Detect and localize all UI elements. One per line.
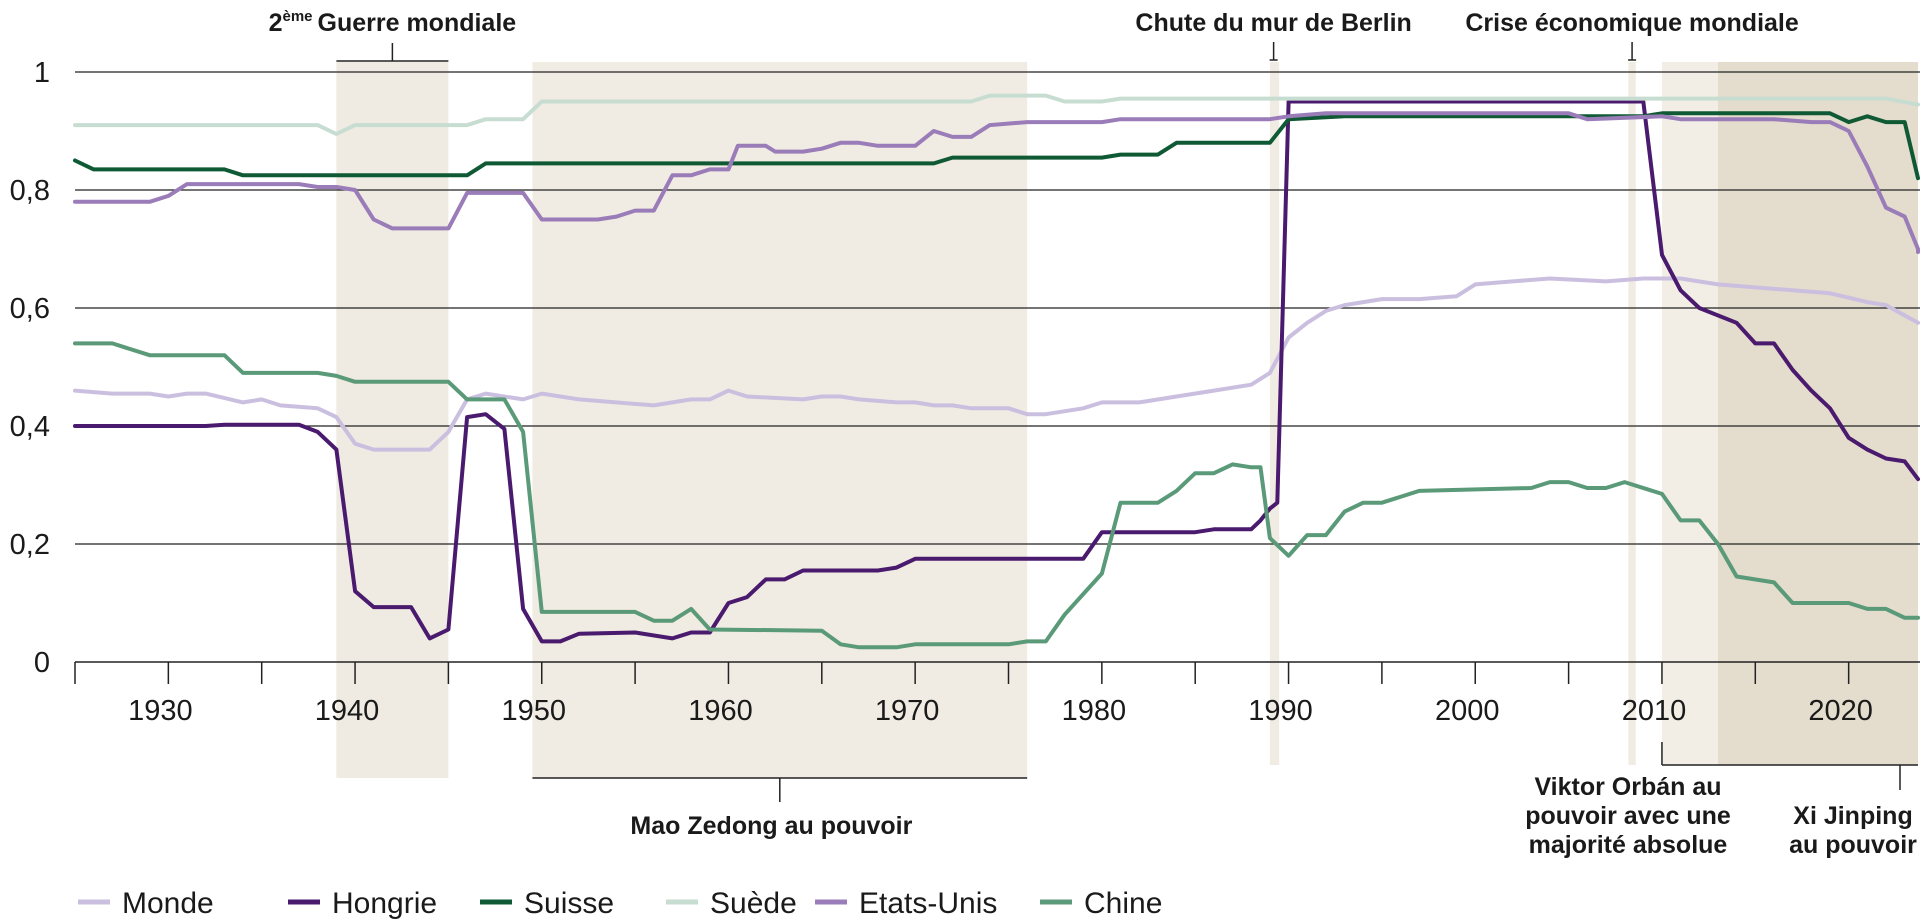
x-tick-label: 1990 — [1248, 695, 1313, 727]
x-tick-label: 1970 — [875, 695, 940, 727]
series-line-etats-unis — [73, 111, 1920, 254]
legend-label: Monde — [122, 887, 214, 920]
legend-item-suisse: Suisse — [480, 887, 614, 920]
period-band-guerre-mondiale — [336, 62, 449, 778]
period-band-mao-zedong-au-pouvoir — [532, 62, 1028, 778]
legend-item-hongrie: Hongrie — [288, 887, 437, 920]
series-lines — [73, 93, 1920, 650]
annotation-orban-line: pouvoir avec une — [1525, 802, 1731, 830]
x-tick-label: 2020 — [1808, 695, 1873, 727]
period-band-xi-jinping-au-pouvoir — [1717, 62, 1918, 765]
x-tick-label: 1940 — [315, 695, 380, 727]
legend-label: Chine — [1084, 887, 1162, 920]
y-tick-label: 0,2 — [10, 529, 50, 561]
legend-item-etats-unis: Etats-Unis — [815, 887, 997, 920]
y-tick-label: 0,4 — [10, 411, 50, 443]
period-bands — [336, 62, 1918, 778]
series-line-chine — [73, 341, 1920, 650]
legend-label: Etats-Unis — [859, 887, 997, 920]
x-tick-label: 1980 — [1062, 695, 1127, 727]
annotation-orban-line: majorité absolue — [1529, 831, 1728, 859]
annotation-wwii: 2ème Guerre mondiale — [269, 8, 517, 37]
legend-label: Suisse — [524, 887, 614, 920]
period-annotations: 2ème Guerre mondiale Mao Zedong au pouvoir… — [269, 8, 1918, 859]
series-line-hongrie — [73, 99, 1920, 644]
period-band-chute-du-mur-de-berlin — [1269, 62, 1280, 765]
y-gridlines — [75, 71, 1920, 545]
legend-item-chine: Chine — [1040, 887, 1162, 920]
x-axis: 1930 1940 1950 1960 1970 1980 1990 2000 2010 2020 — [74, 661, 1920, 727]
y-tick-label: 0 — [34, 647, 50, 679]
series-line-suede — [73, 93, 1920, 136]
annotation-berlin: Chute du mur de Berlin — [1135, 9, 1411, 37]
x-tick-label: 2000 — [1435, 695, 1500, 727]
y-tick-labels: 0 0,2 0,4 0,6 0,8 1 — [10, 57, 50, 679]
legend-label: Hongrie — [332, 887, 437, 920]
y-tick-label: 1 — [34, 57, 50, 89]
annotation-crise: Crise économique mondiale — [1465, 9, 1799, 37]
annotation-xi-line: Xi Jinping — [1793, 802, 1912, 830]
series-line-suisse — [73, 111, 1920, 181]
legend-item-monde: Monde — [78, 887, 214, 920]
y-tick-label: 0,8 — [10, 175, 50, 207]
legend-item-suede: Suède — [666, 887, 797, 920]
legend-label: Suède — [710, 887, 797, 920]
x-tick-label: 2010 — [1622, 695, 1687, 727]
annotation-orban-line: Viktor Orbán au — [1534, 773, 1721, 801]
series-line-monde — [73, 276, 1920, 452]
x-tick-label: 1950 — [501, 695, 566, 727]
annotation-mao: Mao Zedong au pouvoir — [630, 812, 912, 840]
x-tick-label: 1930 — [128, 695, 193, 727]
legend: Monde Hongrie Suisse Suède Etats-Unis Chine — [78, 887, 1162, 920]
period-band-crise-economique-mondiale — [1628, 62, 1636, 765]
annotation-xi-line: au pouvoir — [1789, 831, 1917, 859]
y-tick-label: 0,6 — [10, 293, 50, 325]
x-tick-label: 1960 — [688, 695, 753, 727]
